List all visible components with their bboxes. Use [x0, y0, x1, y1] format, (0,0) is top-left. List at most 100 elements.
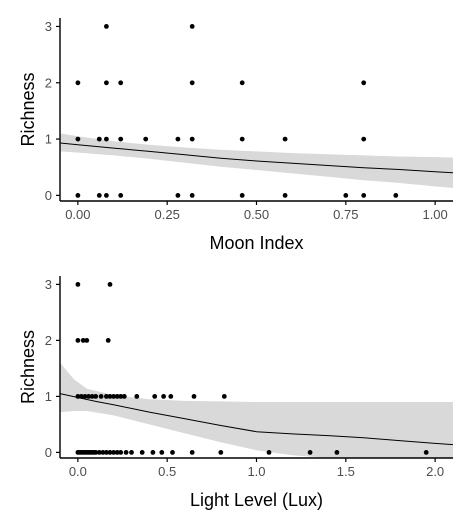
light-data-point — [159, 450, 165, 455]
moon-data-point — [96, 136, 102, 142]
light-data-point — [75, 338, 81, 343]
light-x-tick-label: 1.0 — [247, 464, 265, 479]
light-data-point — [96, 450, 102, 455]
light-data-point — [221, 394, 227, 399]
light-y-tick-label: 3 — [45, 277, 52, 292]
moon-y-axis-title: Richness — [18, 72, 38, 146]
moon-data-point — [361, 193, 367, 198]
light-data-point — [161, 394, 167, 399]
moon-data-point — [361, 80, 367, 86]
light-data-point — [168, 394, 174, 399]
moon-data-point — [75, 193, 81, 198]
moon-data-point — [75, 80, 81, 86]
light-y-tick-label: 0 — [45, 445, 52, 460]
moon-y-tick-label: 2 — [45, 75, 52, 90]
light-fit-line — [59, 393, 454, 446]
light-data-point — [118, 450, 124, 455]
light-data-point — [266, 450, 272, 455]
light-data-point — [123, 450, 129, 455]
moon-y-tick-label: 1 — [45, 132, 52, 147]
moon-data-point — [75, 136, 81, 142]
light-x-tick-label: 0.0 — [69, 464, 87, 479]
light-x-tick-label: 1.5 — [337, 464, 355, 479]
light-data-point — [134, 394, 140, 399]
moon-x-tick-label: 0.25 — [155, 207, 180, 222]
light-data-point — [86, 394, 91, 399]
light-data-point — [114, 394, 120, 399]
light-data-point — [107, 450, 113, 455]
moon-data-point — [189, 136, 195, 142]
moon-data-point — [118, 80, 124, 86]
light-data-point — [191, 394, 197, 399]
moon-x-axis-title: Moon Index — [209, 233, 303, 253]
light-data-point — [89, 394, 95, 399]
moon-data-point — [175, 136, 181, 142]
light-data-point — [218, 450, 224, 455]
light-data-point — [93, 394, 99, 399]
light-level-panel: 0.0 0.5 1.0 1.5 2.0 0 1 2 3 Light Level (Lux) Rich… — [18, 276, 454, 510]
light-data-point — [111, 450, 116, 455]
moon-data-point — [104, 24, 109, 29]
moon-index-panel: 0.00 0.25 0.50 0.75 1.00 0 1 2 3 Moon Index Richne… — [18, 18, 454, 253]
light-data-point — [152, 394, 158, 399]
moon-data-point — [239, 193, 245, 198]
moon-data-point — [104, 136, 109, 142]
moon-data-point — [118, 193, 124, 198]
light-data-point — [307, 450, 313, 455]
moon-data-point — [104, 193, 109, 198]
light-data-point — [82, 394, 88, 399]
moon-data-point — [118, 136, 124, 142]
light-data-point — [170, 450, 175, 455]
light-data-point — [107, 394, 113, 399]
light-data-point — [150, 450, 156, 455]
light-data-point — [121, 394, 127, 399]
moon-data-point — [143, 136, 149, 142]
light-data-point — [423, 450, 429, 455]
moon-data-point — [175, 193, 181, 198]
moon-data-point — [361, 136, 367, 142]
moon-data-point — [393, 193, 399, 198]
moon-data-point — [96, 193, 102, 198]
light-data-point — [98, 394, 104, 399]
light-data-point — [139, 450, 145, 455]
light-data-point — [129, 450, 134, 455]
light-data-point — [334, 450, 340, 455]
light-data-point — [100, 450, 106, 455]
light-data-point — [80, 338, 86, 343]
light-data-point — [111, 394, 116, 399]
moon-data-point — [343, 193, 349, 198]
moon-data-point — [189, 193, 195, 198]
moon-x-tick-label: 0.50 — [244, 207, 269, 222]
moon-data-point — [189, 80, 195, 86]
moon-data-point — [282, 136, 288, 142]
moon-data-point — [239, 136, 245, 142]
light-data-point — [107, 282, 113, 287]
light-data-point — [114, 450, 120, 455]
light-confidence-band — [60, 362, 453, 458]
light-x-axis-title: Light Level (Lux) — [190, 490, 323, 510]
moon-y-tick-label: 0 — [45, 188, 52, 203]
moon-x-tick-label: 0.00 — [65, 207, 90, 222]
light-x-tick-label: 2.0 — [426, 464, 444, 479]
light-data-point — [75, 282, 81, 287]
moon-y-tick-label: 3 — [45, 19, 52, 34]
light-data-point — [104, 394, 109, 399]
light-data-point — [84, 338, 90, 343]
light-data-point — [93, 450, 99, 455]
light-y-axis-title: Richness — [18, 330, 38, 404]
moon-data-point — [239, 80, 245, 86]
light-data-point — [105, 338, 111, 343]
light-data-point — [104, 450, 109, 455]
light-data-point — [118, 394, 124, 399]
moon-data-point — [189, 24, 195, 29]
light-data-point — [189, 450, 195, 455]
moon-x-tick-label: 1.00 — [422, 207, 447, 222]
moon-data-point — [104, 80, 109, 86]
moon-fit-line — [59, 142, 454, 174]
light-y-tick-label: 1 — [45, 389, 52, 404]
light-y-tick-label: 2 — [45, 333, 52, 348]
light-x-tick-label: 0.5 — [158, 464, 176, 479]
moon-data-point — [282, 193, 288, 198]
moon-x-tick-label: 0.75 — [333, 207, 358, 222]
